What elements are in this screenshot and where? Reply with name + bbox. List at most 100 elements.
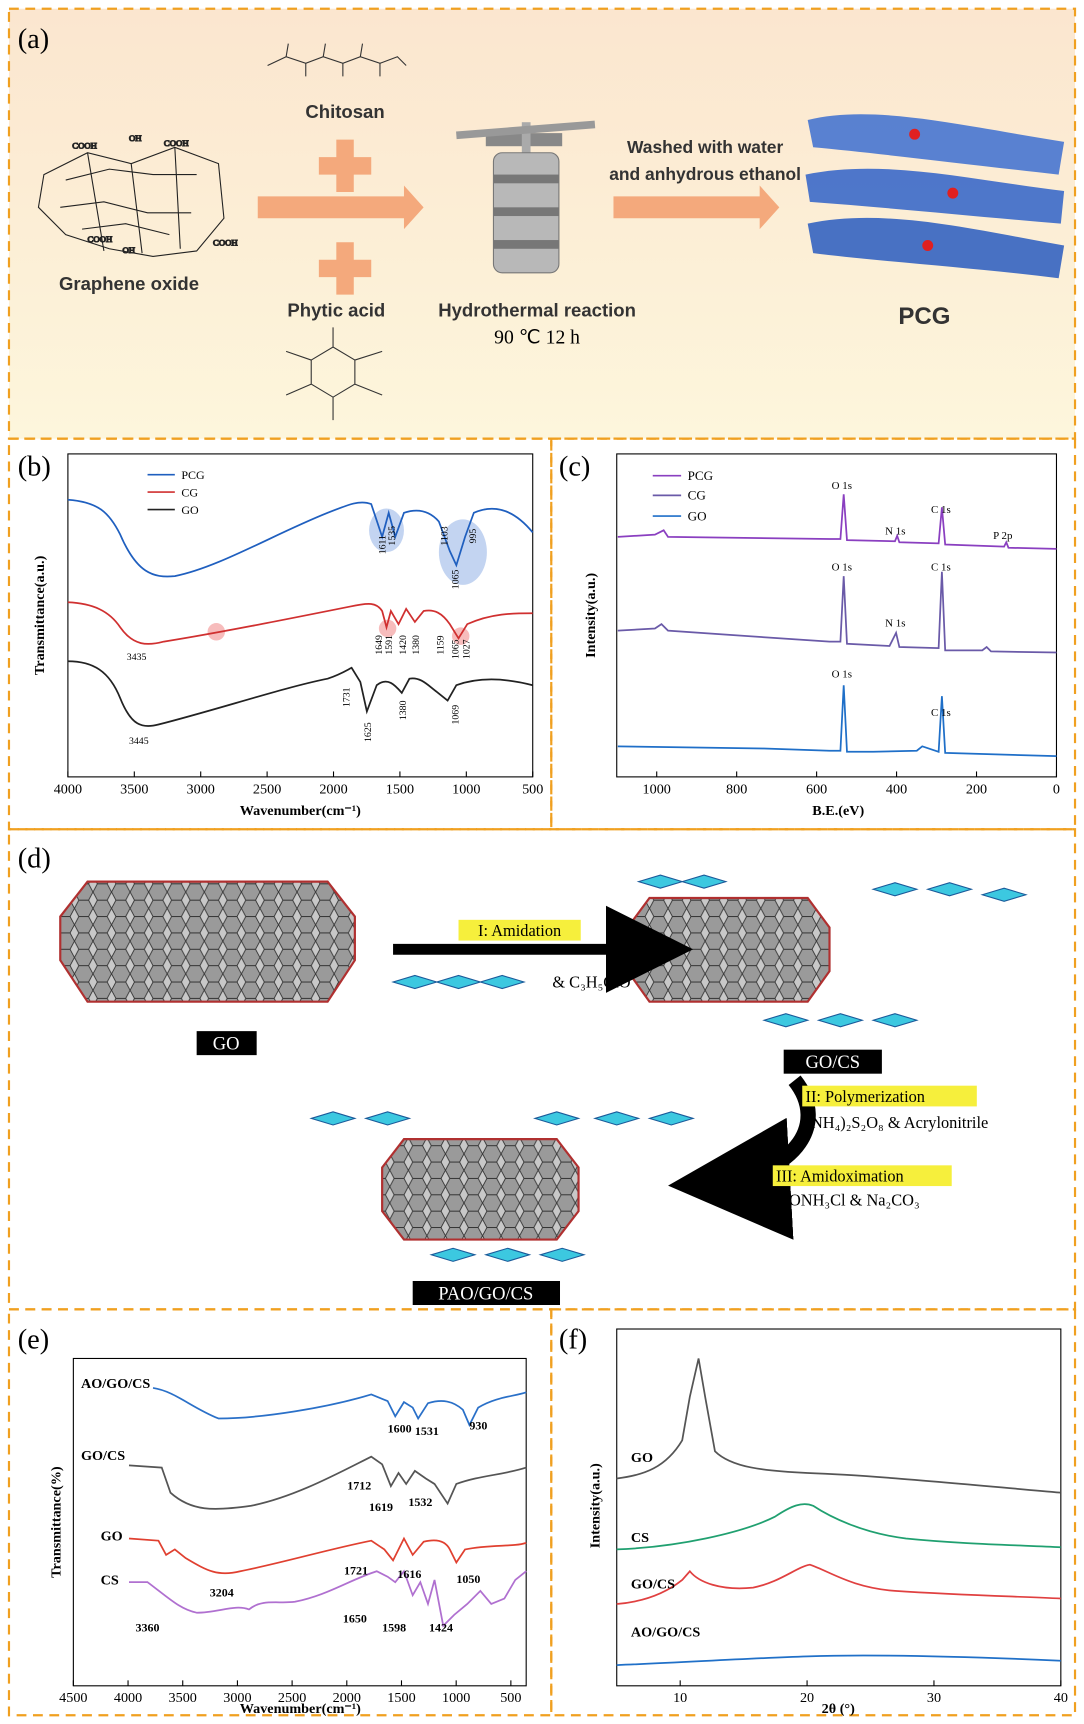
x-axis-label: 2θ (°) [822, 1701, 855, 1717]
peak-label: 3204 [210, 1585, 234, 1599]
peak-label: 1532 [408, 1495, 432, 1509]
x-tick-label: 3000 [187, 781, 215, 797]
peak-label: 1598 [382, 1620, 406, 1634]
series-label: CS [101, 1572, 119, 1588]
plot-frame [68, 454, 533, 777]
legend-label: GO [181, 503, 199, 517]
peak-label: 1424 [429, 1620, 453, 1634]
step-label: Washed with water [627, 137, 784, 157]
x-tick-label: 4000 [54, 781, 82, 797]
reagent-label: HONH₃Cl & Na₂CO₃ [777, 1191, 920, 1210]
panel-label: (e) [18, 1325, 49, 1356]
x-tick-label: 2500 [278, 1690, 306, 1706]
y-axis-label: Transmittance(%) [48, 1466, 64, 1578]
series-label: GO [631, 1450, 653, 1466]
legend-label: PCG [688, 468, 714, 483]
reagent-label: & C₃H₅ClO [552, 972, 630, 991]
series-labels: AO/GO/CS GO/CS GO CS [81, 1376, 150, 1588]
x-tick-label: 3500 [120, 781, 148, 797]
x-tick-label: 40 [1054, 1690, 1068, 1706]
x-tick-label: 20 [800, 1690, 814, 1706]
step-label: Hydrothermal reaction [438, 299, 636, 320]
legend-label: PCG [181, 468, 205, 482]
x-tick-label: 10 [673, 1690, 687, 1706]
svg-text:OH: OH [122, 245, 135, 255]
panel-label: (b) [18, 452, 51, 483]
peak-label: 1619 [369, 1500, 393, 1514]
x-tick-label: 3500 [169, 1690, 197, 1706]
panel-label: (c) [559, 452, 590, 483]
xrd-curve [617, 1504, 1061, 1549]
panel-border [9, 439, 551, 830]
x-tick-label: 600 [806, 781, 827, 797]
page: (a) COOHCOOH OHCOOH COOHOH Graphene oxid… [0, 0, 1084, 1724]
peak-label: O 1s [832, 480, 852, 492]
reactant-label: Chitosan [305, 101, 384, 122]
peak-label: O 1s [832, 562, 852, 574]
step-label: and anhydrous ethanol [609, 164, 801, 184]
peak-label: 1616 [397, 1567, 421, 1581]
peak-label: N 1s [885, 617, 905, 629]
peak-label: 930 [469, 1418, 487, 1432]
step-label: 90 ℃ 12 h [494, 327, 580, 349]
y-axis-label: Intensity(a.u.) [587, 1463, 603, 1548]
peak-label: 1380 [398, 700, 409, 720]
x-tick-label: 1500 [387, 1690, 415, 1706]
spectrum-curve [618, 494, 1057, 549]
spectrum-curve [129, 1539, 526, 1574]
x-tick-label: 1000 [442, 1690, 470, 1706]
peak-label: 1591 [384, 635, 395, 655]
x-tick-label: 1000 [452, 781, 480, 797]
x-tick-label: 200 [966, 781, 987, 797]
peak-label: O 1s [832, 669, 852, 681]
step-label: II: Polymerization [806, 1087, 925, 1106]
peak-label: 1103 [440, 526, 451, 545]
svg-text:COOH: COOH [88, 234, 113, 244]
x-tick-label: 2500 [253, 781, 281, 797]
y-axis-label: Transmittance(a.u.) [32, 555, 48, 675]
xrd-curve [617, 1565, 1061, 1604]
x-tick-label: 3000 [223, 1690, 251, 1706]
legend-label: CG [688, 488, 707, 503]
peak-label: P 2p [993, 530, 1013, 542]
pcg-layers [806, 114, 1065, 278]
peak-label: 1050 [456, 1572, 480, 1586]
x-tick-label: 1000 [643, 781, 671, 797]
x-axis-label: B.E.(eV) [812, 803, 864, 819]
xrd-curve [617, 1655, 1061, 1665]
compound-label: GO/CS [805, 1052, 860, 1073]
peak-label: 1721 [344, 1564, 368, 1578]
peak-label: 1531 [415, 1424, 439, 1438]
reactant-label: Phytic acid [287, 299, 385, 320]
graphene-sheet [60, 882, 355, 1002]
x-tick-label: 2000 [333, 1690, 361, 1706]
y-axis-label: Intensity(a.u.) [583, 573, 599, 658]
panel-label: (a) [18, 24, 49, 55]
peak-label: C 1s [931, 707, 951, 719]
x-tick-label: 800 [726, 781, 747, 797]
plot-frame [617, 454, 1057, 777]
x-tick-label: 400 [886, 781, 907, 797]
x-tick-label: 4500 [59, 1690, 87, 1706]
x-tick-label: 500 [522, 781, 543, 797]
graphene-sheet [382, 1139, 578, 1239]
peak-label: 3445 [129, 736, 149, 747]
compound-label: PAO/GO/CS [438, 1284, 533, 1305]
spectrum-curve [618, 685, 1057, 756]
peak-label: 1159 [435, 635, 446, 654]
peak-label: 3435 [127, 652, 147, 663]
peak-label: 1650 [343, 1612, 367, 1626]
series-label: AO/GO/CS [81, 1376, 150, 1392]
peak-label: C 1s [931, 562, 951, 574]
panel-label: (d) [18, 843, 51, 874]
step-label: III: Amidoximation [776, 1167, 904, 1186]
series-label: GO/CS [81, 1448, 125, 1464]
x-tick-label: 500 [500, 1690, 521, 1706]
series-label: CS [631, 1530, 649, 1546]
peak-label: 1027 [461, 639, 472, 659]
panel-border [9, 1309, 551, 1715]
peak-label: N 1s [885, 526, 905, 538]
plot-frame [73, 1358, 526, 1685]
x-tick-label: 2000 [319, 781, 347, 797]
legend-label: GO [688, 508, 707, 523]
